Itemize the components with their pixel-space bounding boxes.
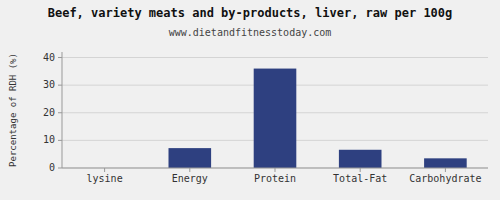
y-tick [58,57,62,58]
y-tick [58,112,62,113]
y-tick-label: 30 [43,79,55,90]
chart-container: 0 10 20 30 40 lysine Energy Protein Total-Fat Car… [0,0,500,200]
bar [339,150,382,168]
x-tick [189,168,190,172]
background [0,0,500,200]
y-tick-label: 10 [43,134,55,145]
grid-line [62,57,488,58]
y-tick-label: 20 [43,107,55,118]
y-tick [58,168,62,169]
subtitle: www.dietandfitnesstoday.com [169,27,332,38]
x-tick-label: Total-Fat [333,173,387,184]
bar [424,158,467,168]
bar [169,148,212,168]
y-tick-label: 40 [43,52,55,63]
x-tick-label: lysine [87,173,123,184]
title: Beef, variety meats and by-products, liv… [48,6,453,20]
y-axis-line [62,52,63,168]
y-tick [58,85,62,86]
x-tick-label: Protein [254,173,296,184]
chart-svg: 0 10 20 30 40 lysine Energy Protein Total-Fat Car… [0,0,500,200]
x-tick [360,168,361,172]
x-tick [445,168,446,172]
x-tick-label: Energy [172,173,208,184]
bar [254,69,297,168]
bars [169,69,467,168]
y-tick [58,140,62,141]
x-tick [275,168,276,172]
x-tick [104,168,105,172]
y-axis-label: Percentage of RDH (%) [8,53,18,167]
x-tick-label: Carbohydrate [409,173,481,184]
y-tick-label: 0 [49,162,55,173]
